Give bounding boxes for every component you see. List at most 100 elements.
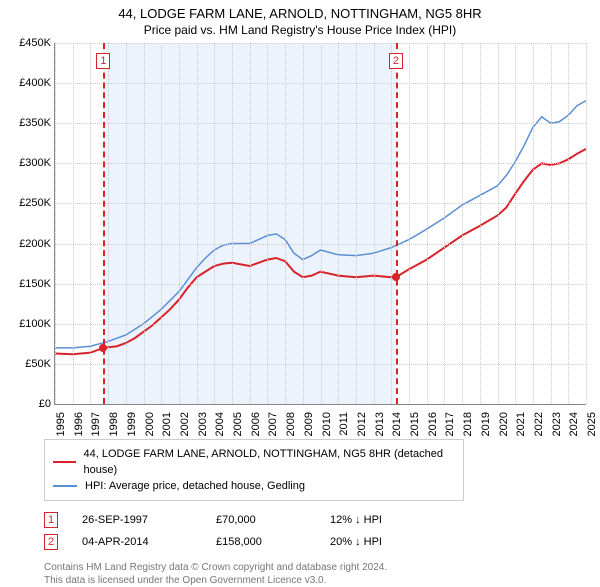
x-axis-label: 2018 — [458, 412, 474, 436]
y-axis-label: £350K — [19, 117, 55, 129]
gridline-v — [126, 43, 127, 404]
x-axis-label: 1995 — [51, 412, 67, 436]
gridline-v — [303, 43, 304, 404]
legend-item: 44, LODGE FARM LANE, ARNOLD, NOTTINGHAM,… — [53, 446, 455, 478]
x-axis-label: 2024 — [564, 412, 580, 436]
x-axis-label: 2021 — [511, 412, 527, 436]
gridline-v — [568, 43, 569, 404]
x-axis-label: 2012 — [352, 412, 368, 436]
sale-marker-box: 1 — [44, 512, 58, 528]
sale-price: £158,000 — [216, 536, 306, 548]
y-axis-label: £150K — [19, 278, 55, 290]
gridline-v — [533, 43, 534, 404]
x-axis-label: 2020 — [494, 412, 510, 436]
sale-date: 26-SEP-1997 — [82, 514, 192, 526]
gridline-v — [214, 43, 215, 404]
gridline-v — [462, 43, 463, 404]
gridline-v — [427, 43, 428, 404]
y-axis-label: £300K — [19, 157, 55, 169]
gridline-v — [250, 43, 251, 404]
marker-box: 2 — [389, 53, 403, 69]
x-axis-label: 2002 — [175, 412, 191, 436]
gridline-v — [551, 43, 552, 404]
x-axis-label: 1998 — [104, 412, 120, 436]
x-axis-label: 2015 — [405, 412, 421, 436]
gridline-v — [409, 43, 410, 404]
x-axis-label: 2007 — [263, 412, 279, 436]
legend-item: HPI: Average price, detached house, Gedl… — [53, 478, 455, 494]
x-axis-label: 2009 — [299, 412, 315, 436]
x-axis-label: 2000 — [140, 412, 156, 436]
gridline-v — [498, 43, 499, 404]
gridline-v — [179, 43, 180, 404]
gridline-v — [374, 43, 375, 404]
gridline-v — [161, 43, 162, 404]
x-axis-label: 2025 — [582, 412, 598, 436]
x-axis-label: 2003 — [193, 412, 209, 436]
gridline-v — [90, 43, 91, 404]
x-axis-label: 2017 — [440, 412, 456, 436]
y-axis-label: £0 — [39, 398, 55, 410]
gridline-v — [144, 43, 145, 404]
x-axis-label: 1997 — [86, 412, 102, 436]
x-axis-label: 1999 — [122, 412, 138, 436]
gridline-v — [356, 43, 357, 404]
chart-container: 44, LODGE FARM LANE, ARNOLD, NOTTINGHAM,… — [0, 0, 600, 560]
x-axis-label: 2008 — [281, 412, 297, 436]
marker-dot — [99, 344, 107, 352]
legend-label: 44, LODGE FARM LANE, ARNOLD, NOTTINGHAM,… — [84, 446, 456, 478]
y-axis-label: £50K — [25, 358, 55, 370]
chart-subtitle: Price paid vs. HM Land Registry's House … — [10, 23, 590, 37]
legend-swatch — [53, 461, 76, 463]
gridline-v — [55, 43, 56, 404]
gridline-v — [232, 43, 233, 404]
x-axis-label: 2016 — [423, 412, 439, 436]
sale-price: £70,000 — [216, 514, 306, 526]
x-axis-label: 2006 — [246, 412, 262, 436]
gridline-v — [444, 43, 445, 404]
y-axis-label: £400K — [19, 77, 55, 89]
x-axis-label: 2019 — [476, 412, 492, 436]
footer-line: Contains HM Land Registry data © Crown c… — [44, 561, 590, 574]
gridline-v — [108, 43, 109, 404]
y-axis-label: £200K — [19, 238, 55, 250]
sale-row: 2 04-APR-2014 £158,000 20% ↓ HPI — [44, 531, 590, 553]
marker-dot — [392, 273, 400, 281]
sale-diff: 12% ↓ HPI — [330, 514, 430, 526]
x-axis-label: 2011 — [334, 412, 350, 436]
gridline-v — [321, 43, 322, 404]
y-axis-label: £100K — [19, 318, 55, 330]
x-axis-label: 2014 — [387, 412, 403, 436]
gridline-v — [391, 43, 392, 404]
sale-date: 04-APR-2014 — [82, 536, 192, 548]
gridline-v — [73, 43, 74, 404]
x-axis-label: 2022 — [529, 412, 545, 436]
x-axis-label: 2005 — [228, 412, 244, 436]
marker-box: 1 — [96, 53, 110, 69]
sale-diff: 20% ↓ HPI — [330, 536, 430, 548]
x-axis-label: 1996 — [69, 412, 85, 436]
y-axis-label: £450K — [19, 37, 55, 49]
footer-attribution: Contains HM Land Registry data © Crown c… — [44, 561, 590, 587]
footer-line: This data is licensed under the Open Gov… — [44, 574, 590, 587]
plot-area: £0£50K£100K£150K£200K£250K£300K£350K£400… — [54, 43, 586, 405]
x-axis-label: 2001 — [157, 412, 173, 436]
x-axis-label: 2013 — [370, 412, 386, 436]
gridline-v — [267, 43, 268, 404]
legend-label: HPI: Average price, detached house, Gedl… — [85, 478, 305, 494]
gridline-v — [515, 43, 516, 404]
legend-swatch — [53, 485, 77, 487]
legend: 44, LODGE FARM LANE, ARNOLD, NOTTINGHAM,… — [44, 439, 464, 501]
gridline-v — [480, 43, 481, 404]
gridline-v — [285, 43, 286, 404]
sale-row: 1 26-SEP-1997 £70,000 12% ↓ HPI — [44, 509, 590, 531]
x-axis-label: 2004 — [210, 412, 226, 436]
gridline-v — [586, 43, 587, 404]
x-axis-label: 2010 — [317, 412, 333, 436]
chart-title: 44, LODGE FARM LANE, ARNOLD, NOTTINGHAM,… — [10, 6, 590, 21]
marker-line — [396, 43, 398, 404]
sale-marker-box: 2 — [44, 534, 58, 550]
x-axis-label: 2023 — [547, 412, 563, 436]
chart-area: £0£50K£100K£150K£200K£250K£300K£350K£400… — [54, 43, 586, 433]
gridline-v — [197, 43, 198, 404]
